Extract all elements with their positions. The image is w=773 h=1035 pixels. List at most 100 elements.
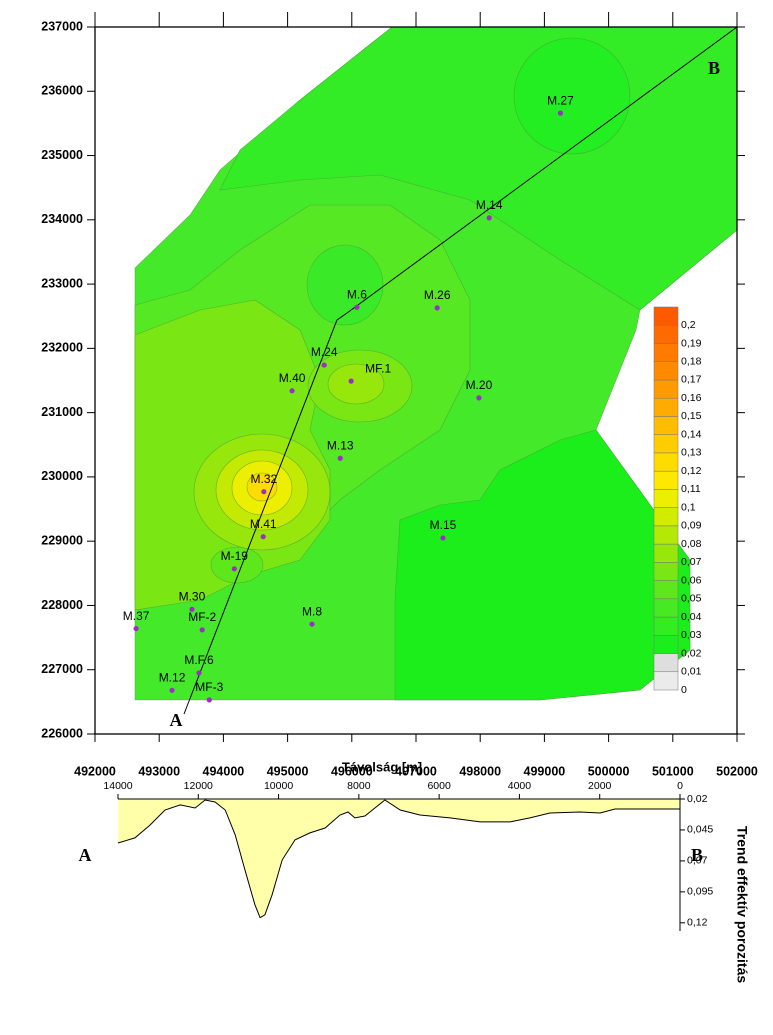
y-tick-label: 229000 [41,533,83,547]
colorbar-band [653,397,679,417]
colorbar-band [653,525,679,545]
well-marker [196,670,202,676]
well-marker [354,304,360,310]
colorbar-label: 0,12 [681,465,702,477]
colorbar-band [653,343,679,362]
well-marker [289,388,295,394]
x-tick-label: 502000 [716,764,758,778]
y-tick-label: 228000 [41,598,83,612]
well-marker [260,534,266,540]
x-tick-label: 495000 [267,764,309,778]
colorbar-label: 0,08 [681,538,702,550]
colorbar-label: 0,07 [681,556,702,568]
well-marker [486,215,492,221]
colorbar-band [653,416,679,435]
well-label: M.12 [159,670,186,684]
well-marker [348,378,354,384]
y-tick-label: 231000 [41,405,83,419]
x-tick-label: 2000 [588,780,612,792]
x-tick-label: 8000 [347,780,371,792]
well-label: M-19 [221,549,249,563]
profile-end-label: A [79,845,92,865]
colorbar-label: 0,06 [681,574,702,586]
x-tick-label: 0 [677,780,683,792]
contour-band [327,363,385,405]
colorbar-label: 0,15 [681,410,702,422]
well-label: M.6 [347,287,367,301]
x-axis-title: Távolság [m] [342,759,422,774]
x-tick-label: 501000 [652,764,694,778]
colorbar-band [653,470,679,490]
x-tick-label: 497000 [395,764,437,778]
colorbar-label: 0,1 [681,501,696,513]
section-label: B [708,58,720,78]
colorbar-label: 0,02 [681,647,702,659]
x-tick-label: 496000 [331,764,373,778]
well-marker [557,110,564,116]
colorbar-band [653,543,679,563]
y-tick-label: 233000 [41,276,83,290]
well-label: M.20 [466,378,493,392]
y-tick-label: 235000 [41,148,83,162]
y-tick-label: 232000 [41,341,83,355]
colorbar-label: 0,03 [681,629,702,641]
colorbar-label: 0,18 [681,355,702,367]
x-tick-label: 10000 [264,780,293,792]
section-line [183,26,738,715]
profile-end-label: B [691,845,703,865]
colorbar-band [653,507,679,527]
well-marker [189,606,195,612]
x-tick-label: 14000 [103,780,132,792]
colorbar-label: 0,2 [681,319,696,331]
x-tick-label: 492000 [74,764,116,778]
well-marker [169,687,175,693]
well-label: M.13 [327,438,354,452]
well-label: M.8 [302,604,322,618]
well-label: M.14 [476,198,503,212]
well-marker [206,697,212,703]
well-marker [309,621,315,627]
profile-line [117,799,680,919]
well-marker [261,489,267,495]
colorbar-band [653,452,679,472]
x-tick-label: 12000 [184,780,213,792]
section-label: A [170,710,183,730]
y-tick-label: 236000 [41,84,83,98]
y-tick-label: 0,095 [687,886,713,898]
colorbar-label: 0,09 [681,520,702,532]
y-tick-label: 226000 [41,726,83,740]
well-label: M.F.6 [184,653,214,667]
colorbar-band [653,616,679,636]
y-tick-label: 0,12 [687,917,708,929]
colorbar-label: 0,05 [681,593,702,605]
colorbar-band [653,653,679,673]
colorbar-label: 0,19 [681,337,702,349]
well-label: MF-2 [188,610,216,624]
well-label: M.40 [279,371,306,385]
colorbar-band [653,434,679,454]
well-label: M.32 [251,472,278,486]
x-tick-label: 6000 [427,780,451,792]
colorbar-band [653,324,679,344]
well-label: M.41 [250,517,277,531]
well-label: M.15 [430,518,457,532]
x-tick-label: 499000 [524,764,566,778]
well-marker [476,395,482,401]
colorbar-label: 0,14 [681,428,702,440]
y-tick-label: 230000 [41,469,83,483]
colorbar-band [653,598,679,618]
colorbar-band [653,580,679,600]
x-tick-label: 500000 [588,764,630,778]
well-label: M.24 [311,345,338,359]
colorbar-label: 0 [681,684,687,696]
well-marker [440,535,446,541]
y-tick-label: 227000 [41,662,83,676]
well-marker [321,362,327,368]
y-axis-title: Trend effektív porozitás [734,826,750,983]
colorbar-label: 0,13 [681,447,702,459]
contour-band [394,429,691,701]
y-tick-label: 0,045 [687,824,713,836]
well-marker [199,627,205,633]
well-label: M.26 [424,288,451,302]
